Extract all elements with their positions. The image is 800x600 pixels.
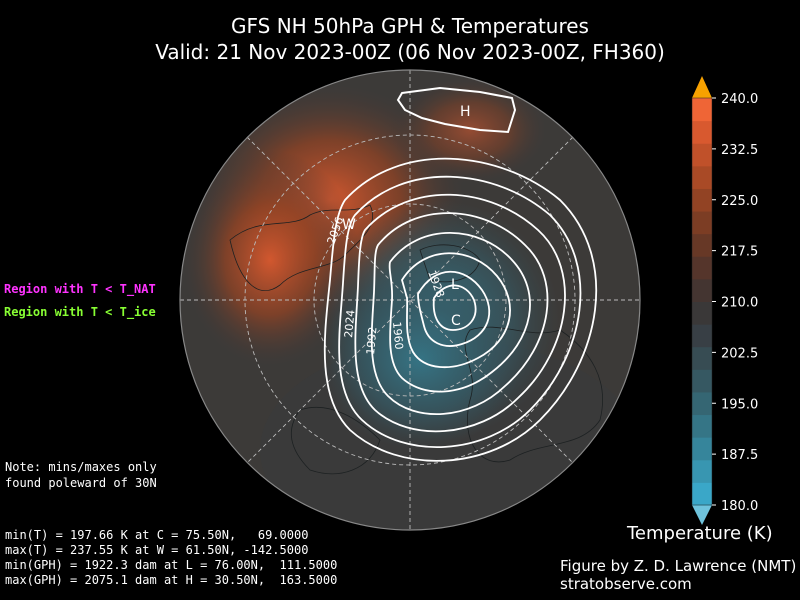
stat-max-t: max(T) = 237.55 K at W = 61.50N, -142.50… [5, 543, 309, 557]
colorbar-segment [692, 346, 712, 370]
legend-nat: Region with T < T_NAT [4, 282, 156, 296]
colorbar-tick-label: 187.5 [721, 448, 758, 463]
gph-max-contour [396, 86, 517, 134]
colorbar-segment [692, 301, 712, 325]
contour-label-1960: 1960 [390, 321, 405, 350]
colorbar-extend-high [692, 76, 712, 98]
colorbar-segment [692, 188, 712, 212]
colorbar-segment [692, 324, 712, 348]
note-line-2: found poleward of 30N [5, 476, 157, 490]
colorbar-tick-label: 240.0 [721, 92, 758, 107]
stat-max-gph: max(GPH) = 2075.1 dam at H = 30.50N, 163… [5, 573, 338, 587]
coastlines [229, 204, 603, 474]
figure-subtitle: Valid: 21 Nov 2023-00Z (06 Nov 2023-00Z,… [155, 40, 665, 64]
marker-w: W [342, 217, 356, 233]
figure-title: GFS NH 50hPa GPH & Temperatures [231, 14, 589, 38]
colorbar-title: Temperature (K) [627, 523, 773, 544]
colorbar-tick-label: 202.5 [721, 346, 758, 361]
contour-label-1992: 1992 [364, 326, 379, 355]
marker-l: L [451, 277, 459, 293]
colorbar-tick-label: 180.0 [721, 499, 758, 514]
colorbar-ticks: 240.0 232.5 225.0 217.5 210.0 202.5 195.0 187.5… [712, 92, 758, 514]
legend-ice: Region with T < T_ice [4, 305, 156, 319]
colorbar-segment [692, 143, 712, 167]
colorbar-segment [692, 459, 712, 483]
gph-contours [323, 157, 598, 462]
map-boundary [179, 69, 641, 531]
colorbar-tick-label: 210.0 [721, 296, 758, 311]
colorbar-segment [692, 120, 712, 144]
colorbar-segment [692, 391, 712, 416]
colorbar-segment [692, 233, 712, 257]
colorbar-tick-label: 217.5 [721, 245, 758, 260]
colorbar-segment [692, 165, 712, 189]
stats-block: min(T) = 197.66 K at C = 75.50N, 69.0000… [5, 528, 337, 588]
colorbar-segment [692, 482, 712, 506]
marker-c: C [451, 313, 461, 329]
colorbar-segment [692, 98, 712, 122]
colorbar-tick-label: 232.5 [721, 143, 758, 158]
colorbar-segment [692, 437, 712, 461]
colorbar: 240.0 232.5 225.0 217.5 210.0 202.5 195.0 187.5… [691, 76, 758, 525]
colorbar-segment [692, 278, 712, 302]
colorbar-segment [692, 414, 712, 438]
marker-h: H [460, 104, 471, 120]
stat-min-t: min(T) = 197.66 K at C = 75.50N, 69.0000 [5, 528, 309, 542]
colorbar-tick-label: 225.0 [721, 194, 758, 209]
extrema-markers: H W L C [342, 104, 471, 329]
colorbar-tick-label: 195.0 [721, 397, 758, 412]
colorbar-segment [692, 369, 712, 393]
colorbar-segment [692, 256, 712, 280]
note-line-1: Note: mins/maxes only [5, 460, 157, 474]
colorbar-segments [692, 98, 712, 506]
stat-min-gph: min(GPH) = 1922.3 dam at L = 76.00N, 111… [5, 558, 338, 572]
credit-author: Figure by Z. D. Lawrence (NMT) [560, 557, 797, 575]
graticule [180, 70, 640, 530]
contour-label-2024: 2024 [342, 309, 357, 338]
colorbar-extend-low [692, 505, 712, 525]
note: Note: mins/maxes only found poleward of … [5, 459, 157, 491]
credit-site: stratobserve.com [560, 575, 692, 593]
colorbar-segment [692, 211, 712, 235]
